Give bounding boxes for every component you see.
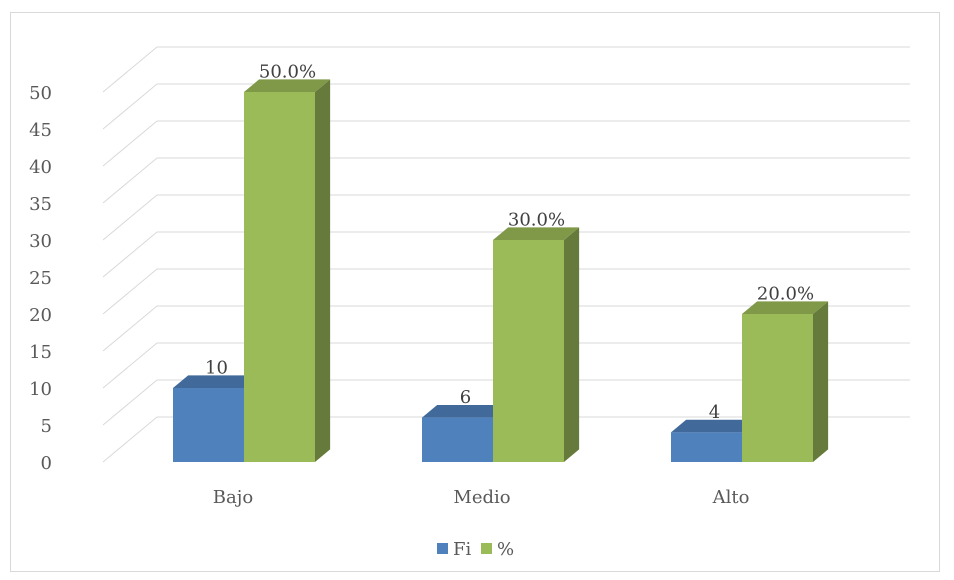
bar-side <box>564 227 580 462</box>
y-tick-label: 10 <box>29 379 52 400</box>
data-label: 4 <box>709 402 720 423</box>
category-labels: Bajo Medio Alto <box>213 487 750 508</box>
y-tick-label: 40 <box>29 157 52 178</box>
legend-label: Fi <box>453 539 471 560</box>
gridline-diagonal <box>102 305 158 352</box>
gridline-diagonal <box>102 46 158 93</box>
gridline-diagonal <box>102 157 158 204</box>
y-axis-ticks: 0 5 10 15 20 25 30 35 40 45 50 <box>29 83 52 474</box>
bar-front <box>422 417 493 462</box>
data-labels: 10 50.0% 6 30.0% 4 20.0% <box>205 61 814 422</box>
category-label: Alto <box>712 487 750 508</box>
data-label: 10 <box>205 357 228 378</box>
y-tick-label: 35 <box>29 194 52 215</box>
bar-front <box>493 240 564 462</box>
data-label: 20.0% <box>757 283 814 304</box>
gridline-diagonal <box>102 268 158 315</box>
gridline-diagonal <box>102 194 158 241</box>
y-tick-label: 25 <box>29 268 52 289</box>
legend-swatch <box>481 543 492 554</box>
gridline-diagonal <box>102 416 158 463</box>
y-tick-label: 20 <box>29 305 52 326</box>
category-label: Bajo <box>213 487 253 508</box>
data-label: 6 <box>460 387 471 408</box>
legend-swatch <box>437 543 448 554</box>
bar-front <box>671 432 742 462</box>
legend: Fi% <box>437 539 514 560</box>
bar-top <box>422 405 509 418</box>
category-label: Medio <box>453 487 510 508</box>
gridline-diagonal <box>102 120 158 167</box>
bar-alto-percent <box>742 301 829 462</box>
data-label: 30.0% <box>508 209 565 230</box>
bar-top <box>244 79 331 92</box>
y-tick-label: 0 <box>41 453 52 474</box>
bar-bajo-percent <box>244 79 331 463</box>
bars <box>173 79 829 463</box>
bar-top <box>742 301 829 314</box>
y-tick-label: 15 <box>29 342 52 363</box>
bar-front <box>244 92 315 462</box>
bar-medio-percent <box>493 227 580 462</box>
bar-top <box>173 375 260 388</box>
y-tick-label: 50 <box>29 83 52 104</box>
bar-front <box>742 314 813 462</box>
gridline-diagonal <box>102 379 158 426</box>
data-label: 50.0% <box>259 61 316 82</box>
gridline-diagonal <box>102 231 158 278</box>
y-tick-label: 5 <box>41 416 52 437</box>
bar-top <box>493 227 580 240</box>
bar-alto-fi <box>671 419 758 462</box>
bar-side <box>813 301 829 462</box>
y-tick-label: 45 <box>29 120 52 141</box>
bar-front <box>173 388 244 462</box>
gridline-diagonal <box>102 342 158 389</box>
bar-top <box>671 419 758 433</box>
y-tick-label: 30 <box>29 231 52 252</box>
bar-side <box>315 79 331 463</box>
legend-label: % <box>497 539 514 560</box>
gridline-diagonal <box>102 83 158 130</box>
bar-medio-fi <box>422 405 509 462</box>
chart-frame <box>10 12 940 572</box>
